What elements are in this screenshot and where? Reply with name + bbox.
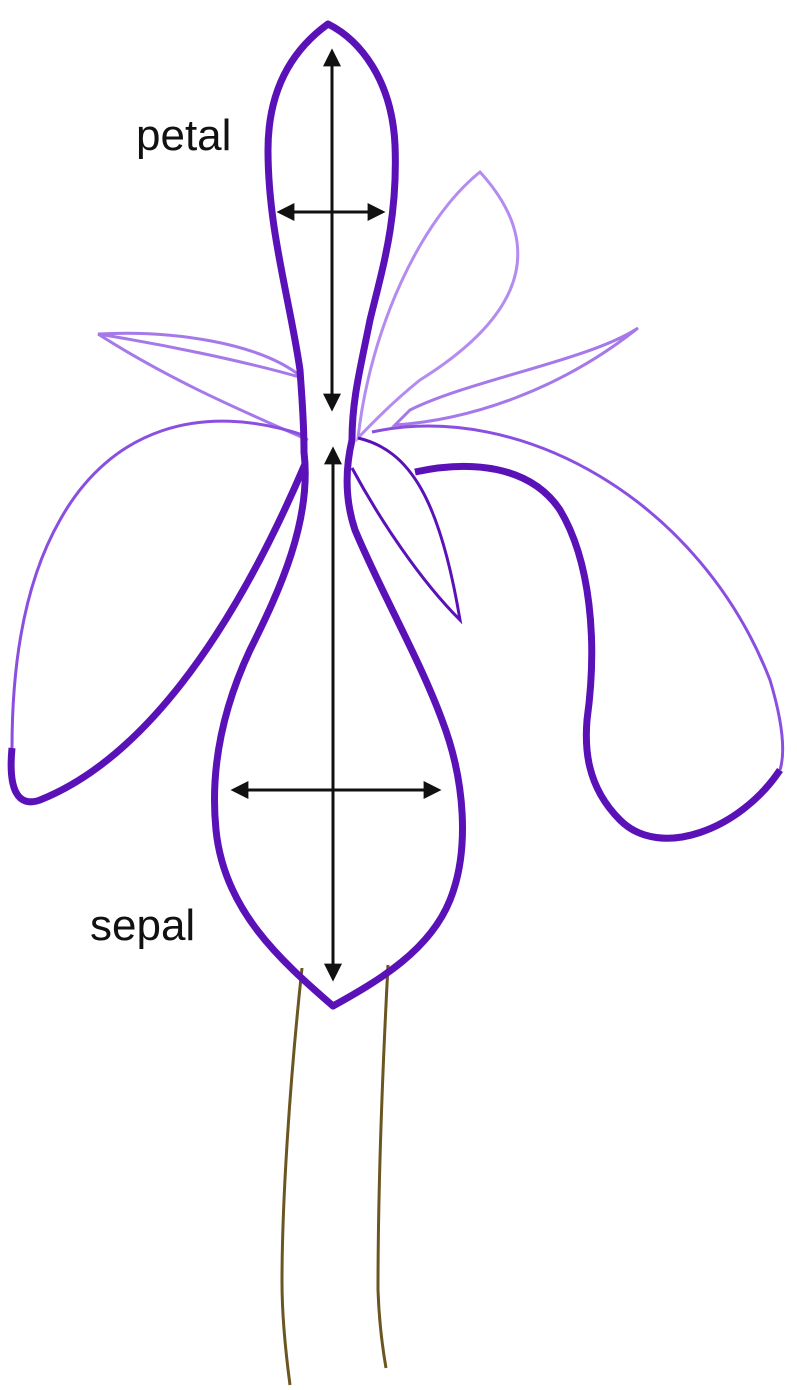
main-sepal-outline (211, 439, 466, 1010)
left-sepal-dark (7, 462, 309, 806)
small-inner-petal (350, 436, 463, 625)
sepal-label: sepal (90, 901, 195, 950)
back-petal-upper-right (356, 169, 520, 443)
right-sepal-light (371, 424, 785, 771)
back-petal-left (97, 331, 309, 442)
left-sepal-light (10, 419, 307, 749)
right-sepal-dark (414, 462, 783, 842)
stem-right (376, 964, 390, 1369)
main-petal-outline (264, 20, 399, 456)
petal-label: petal (136, 111, 231, 160)
back-petal-right (391, 326, 639, 427)
stem-left (280, 967, 304, 1386)
